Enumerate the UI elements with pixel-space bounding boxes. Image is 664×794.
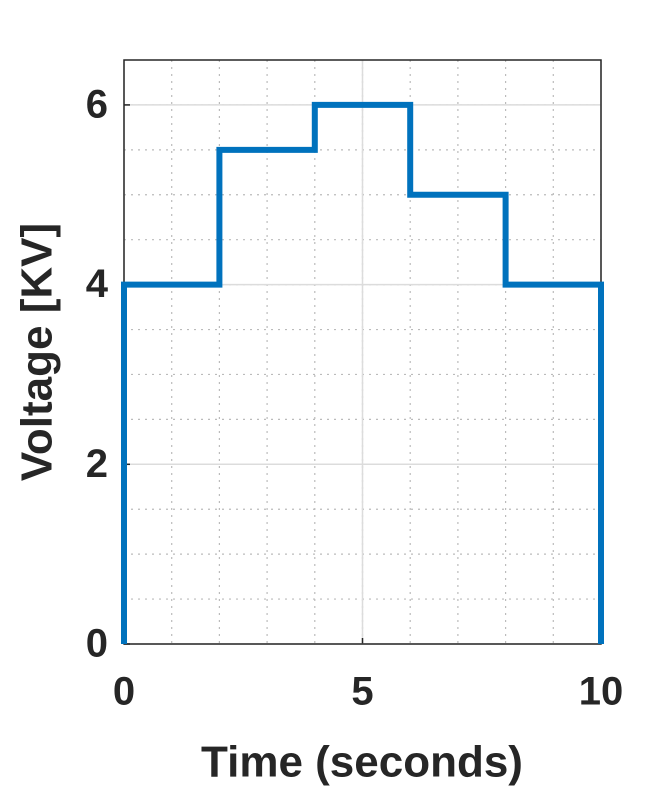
y-tick-label: 6 — [86, 82, 108, 126]
y-tick-label: 4 — [86, 262, 109, 306]
y-axis-label: Voltage [KV] — [13, 223, 62, 481]
y-tick-label: 0 — [86, 622, 108, 666]
x-tick-label: 5 — [351, 670, 373, 714]
x-tick-label: 10 — [579, 670, 624, 714]
x-tick-label: 0 — [113, 670, 135, 714]
data-line — [121, 101, 604, 644]
x-axis-label: Time (seconds) — [201, 738, 523, 787]
y-tick-label: 2 — [86, 442, 108, 486]
